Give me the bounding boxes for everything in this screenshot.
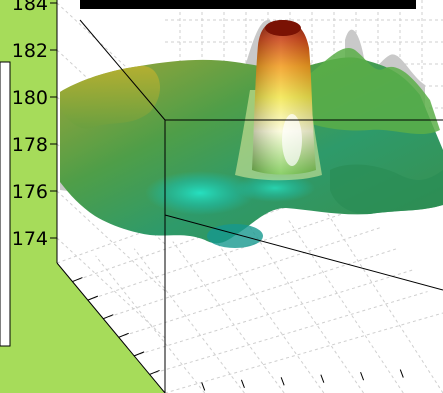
floor-grid-line-x: [87, 205, 367, 301]
peak-top-cap: [265, 20, 301, 36]
y-tick-mark: [360, 371, 365, 381]
teal-basin-mid: [235, 174, 315, 202]
y-tick-mark: [399, 369, 404, 378]
surface-left-ridge: [60, 65, 161, 129]
floor-panel: [57, 215, 443, 393]
z-axis: 184 182 180 178 176 174: [12, 0, 57, 250]
x-tick-mark: [149, 369, 160, 375]
left-wall-panel: [0, 0, 57, 263]
peak-highlight: [282, 114, 302, 166]
left-wall-grid-line: [56, 237, 166, 339]
floor-grid-line-x: [164, 312, 443, 393]
adjacent-axes-panel: [0, 61, 11, 347]
floor-left-diagonal-edge: [56, 262, 166, 393]
floor-grid-line-x: [103, 226, 382, 320]
x-tick-mark: [72, 277, 83, 283]
z-tick-label: 174: [12, 228, 48, 250]
floor-grid-line-y: [172, 241, 285, 393]
y-tick-mark: [280, 377, 285, 386]
z-tick-label: 176: [12, 181, 48, 203]
y-tick-mark: [320, 374, 325, 383]
x-tick-mark: [118, 332, 129, 338]
z-tick-label: 184: [12, 0, 48, 15]
floor-grid-line-y: [95, 255, 206, 393]
x-tick-mark: [133, 351, 145, 357]
axes-box: [56, 0, 443, 393]
floor-back-edge: [164, 214, 443, 291]
z-tick-label: 180: [12, 87, 48, 109]
top-left-diagonal-edge: [79, 19, 166, 121]
floor-grid-line-y: [133, 248, 245, 393]
floor-grid-line-x: [133, 269, 413, 357]
top-black-bar: [80, 0, 416, 9]
floor-grid-line-x: [149, 291, 428, 375]
x-tick-mark: [103, 314, 114, 320]
z-tick-label: 182: [12, 40, 48, 62]
y-tick-mark: [240, 379, 245, 389]
y-tick-mark: [201, 382, 206, 391]
floor-grid-line-x: [72, 183, 351, 283]
floor-ticks: [72, 277, 404, 391]
floor-grid-line-y: [288, 219, 404, 393]
left-wall-grid-line: [56, 190, 166, 292]
x-tick-mark: [87, 295, 99, 301]
surface-far-right-ridge: [300, 47, 440, 135]
surface-near-right-fold: [330, 164, 443, 215]
floor-grid-line-y: [210, 234, 325, 393]
z-tick-label: 178: [12, 134, 48, 156]
teal-basin-left: [145, 171, 255, 215]
teal-basin-front: [207, 224, 263, 248]
